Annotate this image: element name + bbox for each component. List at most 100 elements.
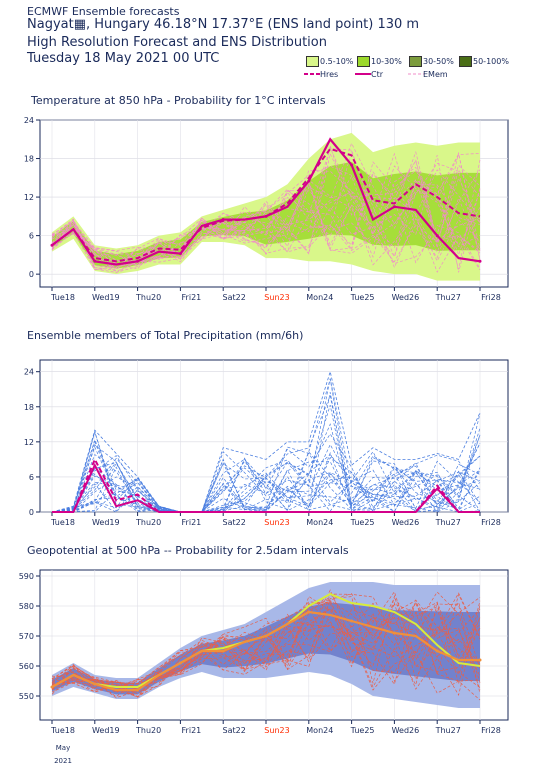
legend-label: 30-50% <box>423 57 454 66</box>
x-tick-label: Thu27 <box>435 293 461 302</box>
ctr-point <box>478 658 482 662</box>
x-tick-label: Wed26 <box>392 293 420 302</box>
x-tick-label: Thu27 <box>435 518 461 527</box>
ctr-point <box>221 649 225 653</box>
ctr-point <box>178 661 182 665</box>
ensemble-member-line <box>51 413 481 513</box>
x-tick-label: Fri21 <box>182 518 202 527</box>
ctr-point <box>93 682 97 686</box>
ctr-point <box>50 685 54 689</box>
ensemble-member-line <box>51 146 481 259</box>
x-tick-label: Tue25 <box>350 293 375 302</box>
ensemble-member-line <box>51 443 481 513</box>
x-tick-label: Sat22 <box>223 518 246 527</box>
ensemble-member-line <box>51 601 481 699</box>
x-tick-label: Sun23 <box>264 518 289 527</box>
y-tick-label: 12 <box>24 193 34 202</box>
legend-swatch-30-50 <box>409 56 422 67</box>
ensemble-member-line <box>51 423 481 513</box>
x-tick-label: Fri21 <box>182 293 202 302</box>
ensemble-member-line <box>51 150 481 258</box>
x-tick-label: Tue18 <box>50 726 75 735</box>
legend-label: 50-100% <box>473 57 509 66</box>
ensemble-member-line <box>51 600 481 690</box>
x-tick-label: Mon24 <box>306 726 333 735</box>
y-tick-label: 6 <box>29 232 34 241</box>
legend-hres-line <box>304 73 320 75</box>
x-tick-label: Tue25 <box>350 726 375 735</box>
x-tick-label: Fri28 <box>481 293 501 302</box>
ctr-point <box>264 214 268 218</box>
x-tick-label: Wed26 <box>392 518 420 527</box>
ctr-point <box>350 163 354 167</box>
legend-swatch-50-100 <box>459 56 472 67</box>
ensemble-member-line <box>51 593 481 689</box>
panel-title-geopotential: Geopotential at 500 hPa -- Probability f… <box>27 544 349 557</box>
ctr-point <box>136 688 140 692</box>
y-tick-label: 24 <box>24 116 34 125</box>
ctr-point <box>435 649 439 653</box>
ensemble-member-line <box>51 152 481 259</box>
x-tick-label: Wed19 <box>92 518 120 527</box>
ensemble-member-line <box>51 171 481 263</box>
x-tick-label: Mon24 <box>306 518 333 527</box>
ensemble-member-line <box>51 590 481 695</box>
legend-label: Hres <box>320 70 339 79</box>
ensemble-member-line <box>51 148 481 271</box>
ensemble-member-line <box>51 600 481 691</box>
ensemble-member-line <box>51 458 481 513</box>
x-tick-label: Wed26 <box>392 726 420 735</box>
ensemble-member-line <box>51 593 481 698</box>
ensemble-member-line <box>51 427 481 513</box>
ensemble-member-line <box>51 405 481 513</box>
y-tick-label: 24 <box>24 368 34 377</box>
legend-label: EMem <box>423 70 448 79</box>
y-tick-label: 550 <box>19 692 34 701</box>
x-tick-label: Thu27 <box>435 726 461 735</box>
y-tick-label: 12 <box>24 438 34 447</box>
legend-emem-line <box>408 73 424 75</box>
header-date: Tuesday 18 May 2021 00 UTC <box>27 51 220 66</box>
ensemble-member-line <box>51 592 481 701</box>
ctr-point <box>307 610 311 614</box>
ensemble-member-line <box>51 180 481 271</box>
x-tick-label: Tue18 <box>50 293 75 302</box>
ensemble-max-line <box>51 370 481 513</box>
panel-title-precipitation: Ensemble members of Total Precipitation … <box>27 329 304 342</box>
ctr-point <box>435 234 439 238</box>
ensemble-member-line <box>51 442 481 513</box>
ctr-point <box>478 259 482 263</box>
ensemble-member-line <box>51 446 481 513</box>
ensemble-member-line <box>51 433 481 513</box>
legend-ctr-line <box>355 73 371 75</box>
legend-label: 10-30% <box>371 57 402 66</box>
ctr-point <box>392 631 396 635</box>
ensemble-member-line <box>51 596 481 698</box>
legend-swatch-10-30 <box>357 56 370 67</box>
ensemble-member-line <box>51 446 481 513</box>
hres-line <box>51 147 481 263</box>
ensemble-member-line <box>51 595 481 688</box>
ctr-point <box>50 243 54 247</box>
ctr-point <box>350 619 354 623</box>
ensemble-member-line <box>51 177 481 270</box>
ctr-point <box>136 259 140 263</box>
date-footer-month: May <box>56 744 70 752</box>
x-tick-label: Fri21 <box>182 726 202 735</box>
x-tick-label: Wed19 <box>92 293 120 302</box>
ensemble-member-line <box>51 457 481 513</box>
x-tick-label: Sun23 <box>264 293 289 302</box>
header-forecast-type: High Resolution Forecast and ENS Distrib… <box>27 35 327 50</box>
ensemble-member-line <box>51 608 481 698</box>
ensemble-member-line <box>51 455 481 513</box>
panel-title-temperature: Temperature at 850 hPa - Probability for… <box>31 94 326 107</box>
legend-label: 0.5-10% <box>320 57 354 66</box>
date-footer-year: 2021 <box>54 757 72 765</box>
x-tick-label: Sun23 <box>264 726 289 735</box>
y-tick-label: 580 <box>19 602 34 611</box>
x-tick-label: Tue18 <box>50 518 75 527</box>
ensemble-member-line <box>51 165 481 271</box>
y-tick-label: 18 <box>24 155 34 164</box>
plot-frame <box>39 569 509 721</box>
